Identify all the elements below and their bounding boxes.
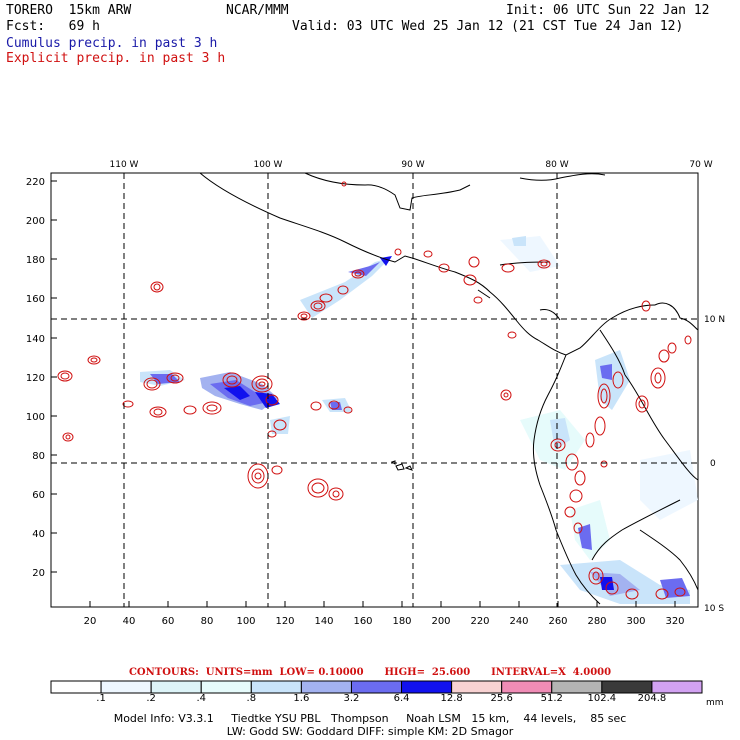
colorbar-label: 25.6 xyxy=(490,693,513,704)
init-time: Init: 06 UTC Sun 22 Jan 12 xyxy=(506,3,710,18)
y-tick: 100 xyxy=(26,412,45,423)
colorbar-label: 204.8 xyxy=(637,693,667,704)
lat-label: 10 N xyxy=(704,315,725,325)
x-tick: 300 xyxy=(626,616,645,627)
model-info-line1: Model Info: V3.3.1 Tiedtke YSU PBL Thomp… xyxy=(113,712,627,725)
x-tick: 180 xyxy=(392,616,411,627)
colorbar-swatch xyxy=(150,680,202,694)
colorbar-label: 51.2 xyxy=(540,693,563,704)
forecast-hour: Fcst: 69 h xyxy=(6,19,100,34)
y-tick: 140 xyxy=(26,334,45,345)
y-tick: 80 xyxy=(32,451,45,462)
x-tick-labels: 20 40 60 80 100 120 140 160 180 200 220 … xyxy=(84,616,685,627)
y-tick: 220 xyxy=(26,177,45,188)
colorbar-unit: mm xyxy=(706,698,724,708)
colorbar-swatch xyxy=(300,680,352,694)
x-tick: 80 xyxy=(201,616,214,627)
colorbar-swatch xyxy=(100,680,152,694)
y-tick: 20 xyxy=(32,568,45,579)
lat-label: 0 xyxy=(710,459,716,469)
x-tick: 280 xyxy=(587,616,606,627)
colorbar-label: .8 xyxy=(246,693,257,704)
lon-label: 110 W xyxy=(110,160,139,170)
lon-label: 70 W xyxy=(689,160,712,170)
y-tick: 40 xyxy=(32,529,45,540)
colorbar-label: .2 xyxy=(146,693,156,704)
colorbar-swatch xyxy=(501,680,553,694)
x-tick: 240 xyxy=(509,616,528,627)
cumulus-precip xyxy=(140,236,698,604)
x-tick: 160 xyxy=(353,616,372,627)
valid-time: Valid: 03 UTC Wed 25 Jan 12 (21 CST Tue … xyxy=(292,19,684,34)
lon-label: 80 W xyxy=(545,160,568,170)
colorbar-label: .1 xyxy=(96,693,106,704)
x-tick: 220 xyxy=(470,616,489,627)
lat-lon-grid xyxy=(51,173,698,607)
axis-ticks xyxy=(51,180,676,607)
x-tick: 40 xyxy=(123,616,136,627)
lon-label: 100 W xyxy=(254,160,283,170)
colorbar-label: 3.2 xyxy=(343,693,360,704)
x-tick: 200 xyxy=(431,616,450,627)
y-tick: 160 xyxy=(26,294,45,305)
y-tick: 200 xyxy=(26,216,45,227)
x-tick: 20 xyxy=(84,616,97,627)
colorbar-swatch xyxy=(551,680,603,694)
explicit-legend: Explicit precip. in past 3 h xyxy=(6,51,226,66)
explicit-precip-contours xyxy=(57,181,692,600)
y-tick-labels: 220 200 180 160 140 120 100 80 60 40 20 xyxy=(26,177,45,579)
colorbar-label: 12.8 xyxy=(440,693,463,704)
colorbar-label: 102.4 xyxy=(587,693,617,704)
colorbar-label: 6.4 xyxy=(393,693,410,704)
colorbar-swatch xyxy=(50,680,102,694)
contours-info: CONTOURS: UNITS=mm LOW= 0.10000 HIGH= 25… xyxy=(128,667,612,678)
cumulus-legend: Cumulus precip. in past 3 h xyxy=(6,36,218,51)
colorbar xyxy=(50,680,703,694)
x-tick: 120 xyxy=(275,616,294,627)
y-tick: 120 xyxy=(26,373,45,384)
x-tick: 60 xyxy=(162,616,175,627)
x-tick: 260 xyxy=(548,616,567,627)
colorbar-label: 1.6 xyxy=(293,693,310,704)
x-tick: 140 xyxy=(314,616,333,627)
colorbar-swatch xyxy=(601,680,653,694)
model-title: TORERO 15km ARW xyxy=(6,3,132,18)
colorbar-label: .4 xyxy=(196,693,206,704)
colorbar-swatch xyxy=(200,680,252,694)
colorbar-swatch xyxy=(350,680,403,694)
model-info-line2: LW: Godd SW: Goddard DIFF: simple KM: 2D… xyxy=(226,725,514,738)
colorbar-swatch xyxy=(250,680,302,694)
x-tick: 100 xyxy=(236,616,255,627)
lat-label: 10 S xyxy=(704,604,724,614)
org-label: NCAR/MMM xyxy=(226,3,289,18)
colorbar-swatch xyxy=(651,680,703,694)
lon-labels: 110 W 100 W 90 W 80 W 70 W xyxy=(110,160,713,170)
y-tick: 60 xyxy=(32,490,45,501)
lon-label: 90 W xyxy=(401,160,424,170)
coastlines xyxy=(199,172,699,605)
y-tick: 180 xyxy=(26,255,45,266)
colorbar-swatch xyxy=(451,680,503,694)
x-tick: 320 xyxy=(665,616,684,627)
colorbar-swatch xyxy=(401,680,453,694)
lat-labels: 10 N 0 10 S xyxy=(704,315,725,614)
